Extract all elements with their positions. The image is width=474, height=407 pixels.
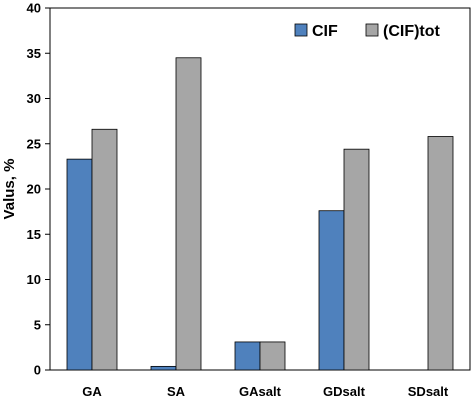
x-category-label: SA (167, 384, 186, 399)
y-tick-label: 5 (34, 317, 41, 332)
legend-label: (CIF)tot (383, 23, 441, 40)
legend-swatch (294, 23, 308, 37)
x-category-label: GDsalt (323, 384, 366, 399)
y-tick-label: 0 (34, 363, 41, 378)
bar-ciftot-sdsalt (427, 136, 454, 371)
y-tick-label: 35 (27, 46, 41, 61)
bar-ciftot-sa (175, 57, 202, 371)
bar-cif-gdsalt (318, 210, 345, 371)
bar-cif-sa (150, 365, 177, 371)
bar-cif-ga (66, 158, 93, 371)
x-category-label: SDsalt (408, 384, 449, 399)
legend-item: CIF (294, 23, 338, 40)
bar-ciftot-ga (91, 128, 118, 371)
legend-swatch (365, 23, 379, 37)
y-tick-label: 30 (27, 91, 41, 106)
legend-label: CIF (312, 23, 338, 40)
y-tick-label: 40 (27, 1, 41, 16)
y-tick-label: 10 (27, 272, 41, 287)
x-category-label: GAsalt (239, 384, 282, 399)
bar-ciftot-gdsalt (343, 148, 370, 371)
bar-ciftot-gasalt (259, 341, 286, 371)
y-axis-label: Valus, % (1, 159, 18, 220)
legend-item: (CIF)tot (365, 23, 441, 40)
y-tick-label: 20 (27, 182, 41, 197)
y-tick-label: 25 (27, 136, 41, 151)
bar-cif-gasalt (234, 341, 261, 371)
x-category-label: GA (82, 384, 102, 399)
y-tick-label: 15 (27, 227, 41, 242)
